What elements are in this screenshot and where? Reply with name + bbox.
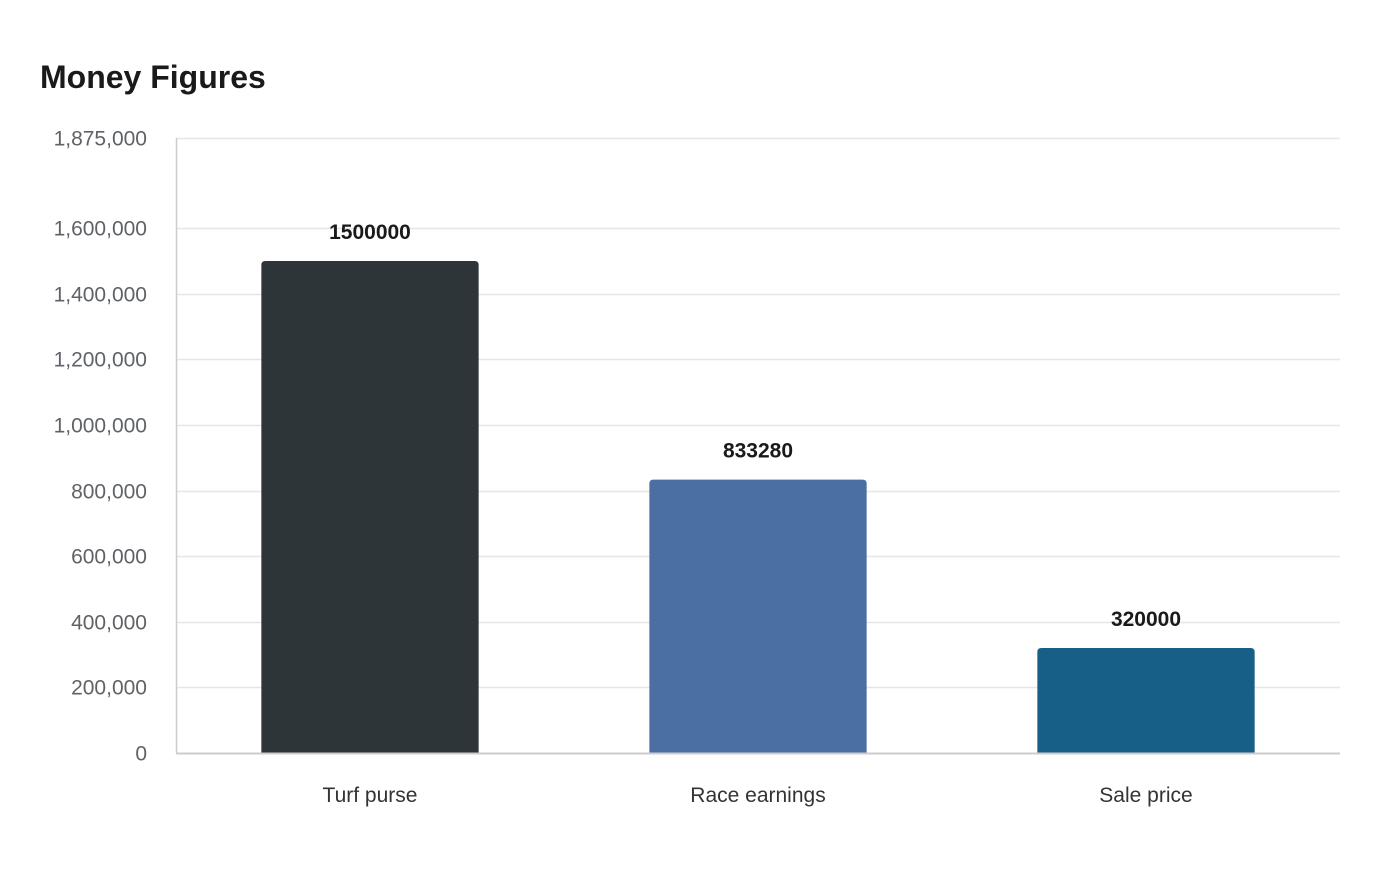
x-tick-label-sale-price: Sale price <box>1099 784 1192 807</box>
chart-title: Money Figures <box>40 59 266 95</box>
y-tick-label: 0 <box>135 743 147 766</box>
x-axis-category-labels: Turf purse Race earnings Sale price <box>323 784 1193 807</box>
bar-turf-purse <box>261 261 479 753</box>
bar-sale-price <box>1037 648 1255 753</box>
y-tick-label: 1,400,000 <box>54 284 147 307</box>
data-label-turf-purse: 1500000 <box>329 221 411 244</box>
y-tick-label: 1,200,000 <box>54 349 147 372</box>
y-tick-label: 800,000 <box>71 481 147 504</box>
y-tick-label: 1,000,000 <box>54 415 147 438</box>
data-labels: 1500000 833280 320000 <box>329 221 1181 631</box>
y-tick-label: 600,000 <box>71 546 147 569</box>
data-label-race-earnings: 833280 <box>723 440 793 463</box>
axes <box>175 138 1340 755</box>
y-tick-label: 200,000 <box>71 677 147 700</box>
y-axis-tick-labels: 0 200,000 400,000 600,000 800,000 1,000,000 1,… <box>54 128 147 766</box>
x-tick-label-turf-purse: Turf purse <box>323 784 418 807</box>
data-label-sale-price: 320000 <box>1111 608 1181 631</box>
x-tick-label-race-earnings: Race earnings <box>690 784 825 807</box>
y-tick-label: 400,000 <box>71 612 147 635</box>
y-tick-label: 1,875,000 <box>54 128 147 151</box>
bars <box>261 261 1255 753</box>
y-tick-label: 1,600,000 <box>54 218 147 241</box>
bar-race-earnings <box>649 479 867 753</box>
